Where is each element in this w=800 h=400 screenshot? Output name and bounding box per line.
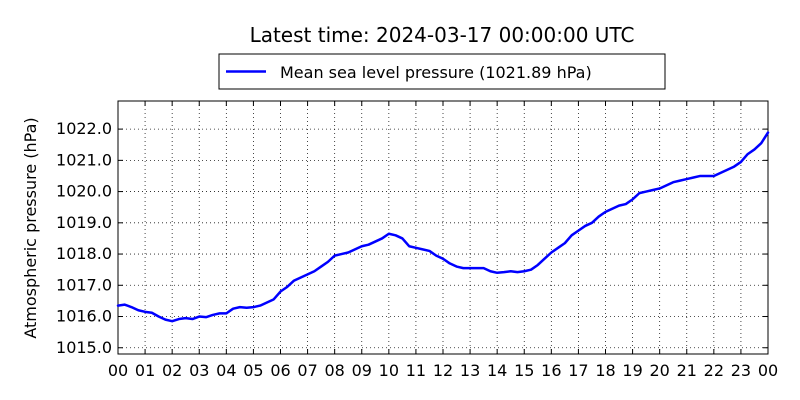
y-axis-ticks: 1015.0 1016.0 1017.0 1018.0 1019.0 1020.0 1021…: [56, 119, 768, 357]
chart-title: Latest time: 2024-03-17 00:00:00 UTC: [250, 23, 635, 47]
x-tick-label: 09: [352, 361, 372, 380]
y-tick-label: 1019.0: [56, 213, 112, 232]
x-tick-label: 04: [216, 361, 236, 380]
plot-frame: [117, 100, 769, 355]
legend-box: [218, 53, 666, 90]
y-tick-label: 1021.0: [56, 150, 112, 169]
x-tick-label: 06: [270, 361, 290, 380]
y-axis-label: Atmospheric pressure (hPa): [21, 117, 40, 338]
x-tick-label: 14: [487, 361, 507, 380]
x-tick-label: 07: [297, 361, 317, 380]
x-tick-label: 00: [108, 361, 128, 380]
x-tick-label: 19: [622, 361, 642, 380]
series-layer: [116, 131, 770, 323]
x-tick-label: 22: [704, 361, 724, 380]
y-tick-label: 1016.0: [56, 307, 112, 326]
grid-lines: [117, 101, 769, 354]
x-tick-label: 10: [379, 361, 399, 380]
x-tick-label: 23: [731, 361, 751, 380]
x-tick-label: 03: [189, 361, 209, 380]
x-tick-label: 08: [324, 361, 344, 380]
x-tick-label: 05: [243, 361, 263, 380]
x-tick-label: 16: [541, 361, 561, 380]
x-tick-label: 11: [406, 361, 426, 380]
y-tick-label: 1020.0: [56, 182, 112, 201]
x-tick-label: 15: [514, 361, 534, 380]
x-tick-label: 20: [649, 361, 669, 380]
x-tick-label: 17: [568, 361, 588, 380]
y-tick-label: 1015.0: [56, 338, 112, 357]
x-axis-ticks: 00 01 02 03 04 05 06 07 08 09 10 11 12 13 14 15 16 17 18 19…: [108, 101, 778, 380]
y-tick-label: 1018.0: [56, 244, 112, 263]
x-tick-label: 00: [758, 361, 778, 380]
x-tick-label: 18: [595, 361, 615, 380]
x-tick-label: 01: [135, 361, 155, 380]
legend-label: Mean sea level pressure (1021.89 hPa): [280, 63, 592, 82]
legend: Mean sea level pressure (1021.89 hPa): [218, 53, 666, 90]
x-tick-label: 13: [460, 361, 480, 380]
x-tick-label: 21: [677, 361, 697, 380]
y-tick-label: 1022.0: [56, 119, 112, 138]
y-tick-label: 1017.0: [56, 275, 112, 294]
x-tick-label: 12: [433, 361, 453, 380]
x-tick-label: 02: [162, 361, 182, 380]
series-line-mean-sea-level-pressure: [116, 131, 770, 323]
